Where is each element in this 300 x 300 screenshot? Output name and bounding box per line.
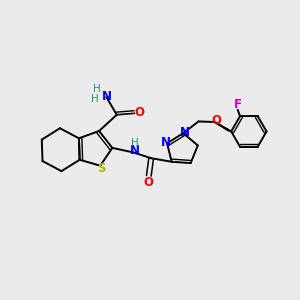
- Text: H: H: [93, 84, 101, 94]
- Text: O: O: [212, 114, 221, 127]
- Text: H: H: [130, 139, 138, 148]
- Text: H: H: [92, 94, 99, 104]
- Text: S: S: [97, 162, 105, 175]
- Text: O: O: [144, 176, 154, 189]
- Text: N: N: [129, 144, 140, 157]
- Text: N: N: [101, 90, 111, 103]
- Text: N: N: [160, 136, 171, 149]
- Text: F: F: [234, 98, 242, 111]
- Text: O: O: [135, 106, 145, 119]
- Text: N: N: [180, 126, 190, 139]
